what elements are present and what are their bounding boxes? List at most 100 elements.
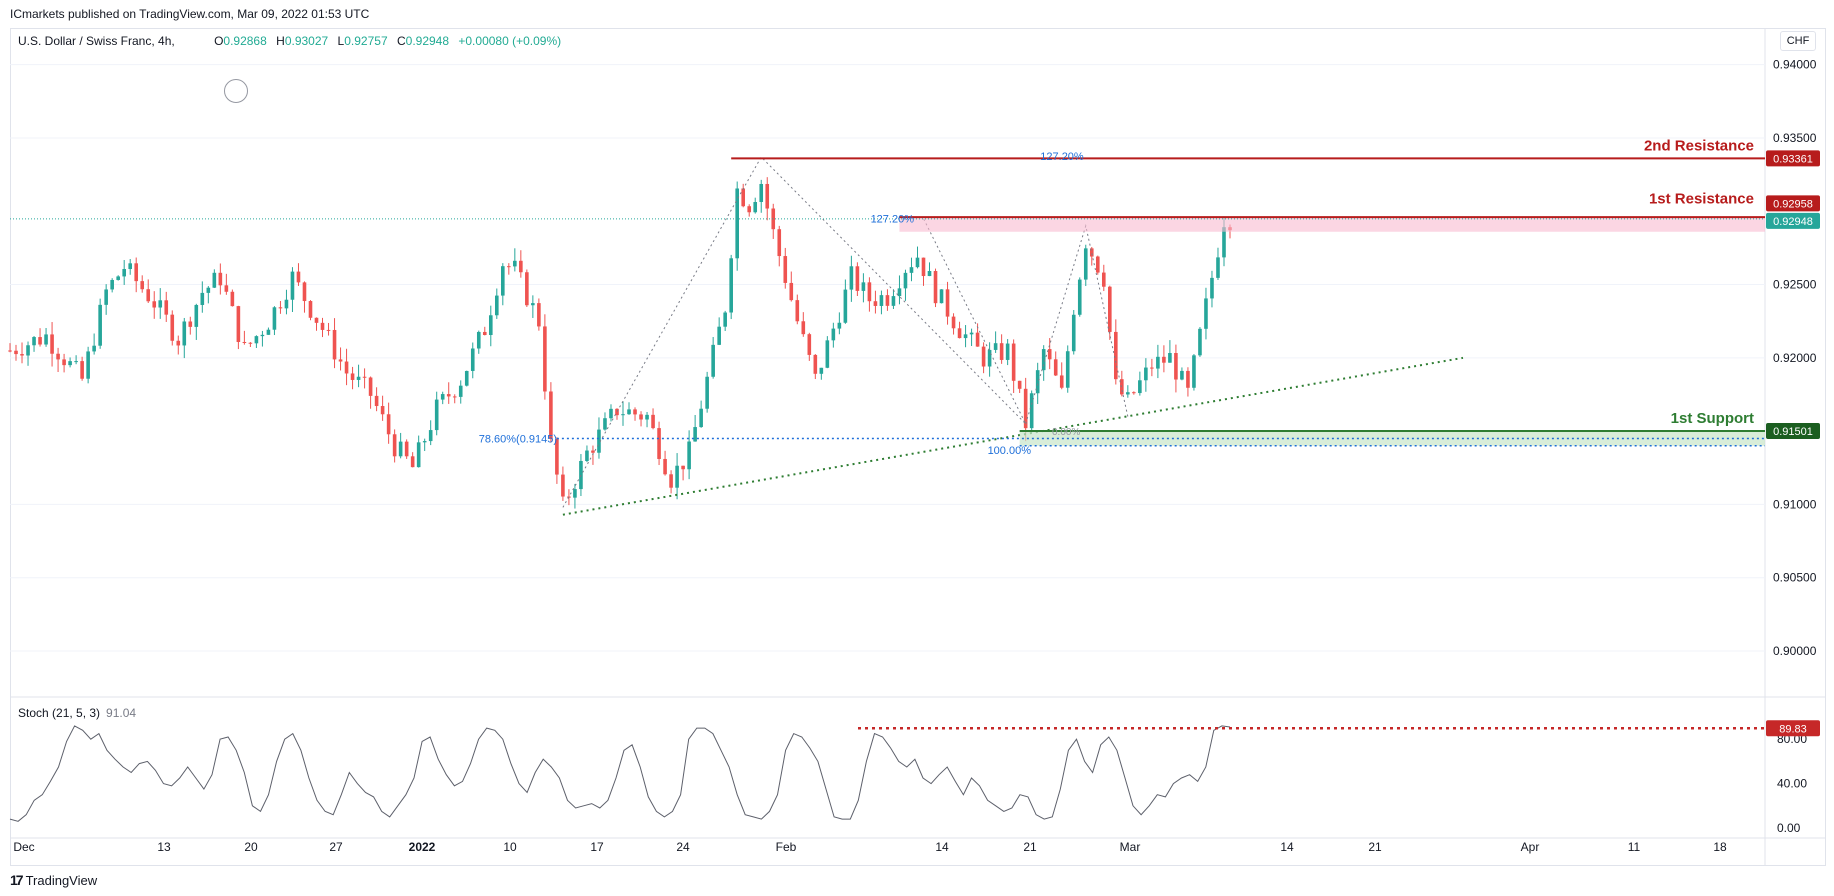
candle-body (488, 315, 493, 336)
candle-body (242, 341, 247, 343)
candle-body (1083, 248, 1088, 280)
candle-body (945, 289, 950, 317)
price-badge-label: 0.92948 (1773, 216, 1813, 228)
candle-body (254, 336, 259, 344)
time-tick-label: 27 (329, 840, 343, 854)
first-resistance-label: 1st Resistance (1649, 190, 1754, 207)
candle-body (717, 326, 721, 345)
chart-frame (10, 28, 1826, 866)
price-tick-label: 0.91000 (1773, 497, 1817, 511)
footer[interactable]: 17 TradingView (10, 872, 97, 888)
candle-body (975, 332, 980, 347)
candle-body (140, 281, 145, 290)
price-badge (1766, 195, 1820, 212)
candle-body (314, 317, 319, 323)
candle-body (338, 359, 343, 362)
second-resistance-label: 2nd Resistance (1644, 137, 1754, 154)
candle-body (68, 361, 72, 366)
candle-body (1017, 380, 1022, 389)
fib-annotation: 0.00% (1052, 427, 1080, 438)
candle-body (681, 465, 685, 470)
candle-body (957, 328, 962, 339)
candle-body (543, 326, 547, 392)
candle-body (104, 289, 108, 305)
candle-body (795, 300, 800, 322)
candle-body (1198, 328, 1202, 356)
candle-body (1192, 355, 1196, 388)
candle-body (386, 414, 391, 435)
candle-body (218, 272, 223, 286)
candle-body (182, 321, 187, 346)
candle-body (843, 289, 848, 323)
price-badge-label: 0.92958 (1773, 198, 1813, 210)
candle-body (639, 414, 643, 420)
open-label: O (214, 34, 224, 48)
candle-body (1138, 380, 1142, 394)
candle-body (248, 342, 253, 344)
candle-body (320, 322, 325, 330)
candle-body (927, 271, 932, 277)
candle-body (1101, 272, 1106, 287)
candle-body (867, 282, 872, 302)
candle-body (224, 285, 229, 292)
price-badge (1766, 422, 1820, 439)
candle-body (933, 271, 938, 304)
candle-body (987, 349, 992, 367)
candle-body (1041, 349, 1046, 371)
candle-body (1204, 298, 1208, 329)
candle-body (206, 287, 211, 293)
candle-body (1216, 257, 1220, 278)
candle-body (1029, 393, 1034, 429)
candle-body (158, 300, 163, 308)
candle-body (188, 321, 193, 327)
candle-body (1047, 349, 1052, 360)
candle-body (1053, 359, 1058, 376)
time-tick-label: 2022 (409, 840, 436, 854)
candle-body (609, 408, 613, 419)
stoch-tick-label: 40.00 (1777, 777, 1807, 791)
time-tick-label: 20 (244, 840, 258, 854)
candle-body (38, 337, 42, 345)
candle-body (404, 441, 409, 457)
candle-body (266, 329, 271, 335)
candle-body (74, 361, 78, 363)
candle-body (1126, 392, 1130, 395)
candle-body (410, 456, 415, 468)
candle-body (32, 337, 36, 346)
candle-body (8, 350, 12, 352)
candle-body (645, 414, 649, 420)
symbol-title[interactable]: U.S. Dollar / Swiss Franc, 4h, (18, 34, 175, 48)
candle-body (879, 295, 884, 306)
candle-body (398, 441, 403, 457)
candle-body (494, 295, 499, 316)
tradingview-logo-icon: 17 (10, 872, 24, 888)
candle-body (470, 348, 475, 371)
candle-body (981, 346, 986, 367)
candle-body (693, 427, 697, 442)
currency-button[interactable]: CHF (1780, 31, 1816, 51)
time-tick-label: Mar (1120, 840, 1141, 854)
candle-body (519, 260, 523, 273)
candle-body (446, 394, 451, 397)
candle-body (591, 450, 595, 453)
time-tick-label: Feb (776, 840, 797, 854)
candle-body (1005, 343, 1010, 360)
candle-body (164, 300, 169, 315)
candle-body (1150, 367, 1154, 369)
candle-body (951, 316, 956, 329)
candle-body (134, 263, 139, 282)
crosshair-circle (224, 79, 248, 103)
candle-body (92, 345, 96, 352)
candle-body (62, 359, 66, 366)
stoch-label: Stoch (21, 5, 3) (18, 706, 101, 720)
candle-body (86, 351, 90, 379)
candle-body (627, 409, 631, 415)
stoch-legend[interactable]: Stoch (21, 5, 3) 91.04 (18, 706, 136, 720)
candle-body (1035, 370, 1040, 394)
candle-body (837, 322, 842, 329)
candle-body (356, 376, 361, 380)
candle-body (897, 288, 902, 297)
candle-body (56, 353, 60, 360)
candle-body (777, 229, 782, 257)
